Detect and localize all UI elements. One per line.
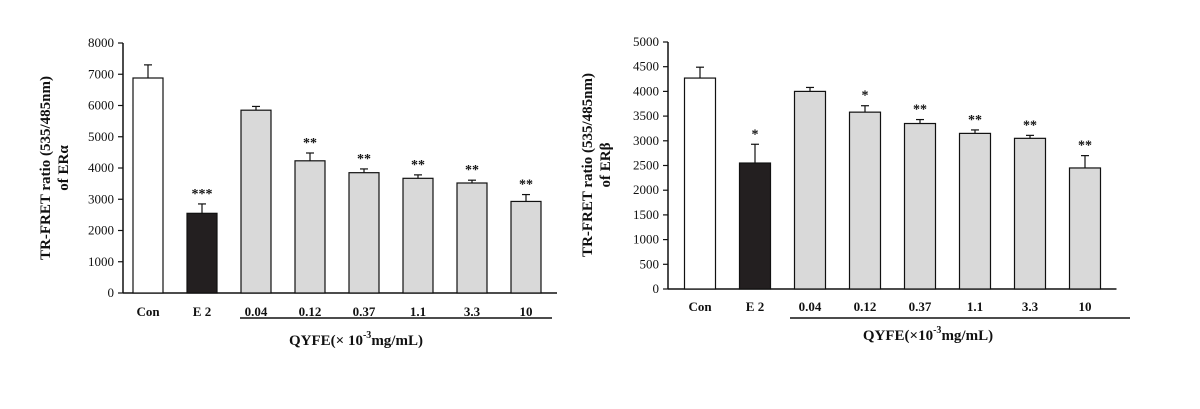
category-label: 0.12	[299, 304, 322, 319]
significance-label: *	[752, 127, 759, 142]
category-label: 10	[1079, 299, 1092, 314]
y-tick-label: 2500	[633, 158, 659, 173]
y-axis-label-line2: of ERβ	[598, 142, 614, 187]
bar	[510, 200, 542, 294]
bar	[848, 111, 882, 290]
category-labels: Con E 2 0.04 0.12 0.37 1.1 3.3 10	[688, 299, 1091, 314]
category-label: 1.1	[967, 299, 983, 314]
bar	[1068, 167, 1102, 290]
bar	[683, 77, 717, 290]
chart-er-alpha: TR-FRET ratio (535/485nm) of ERα 0 1000 20…	[38, 35, 557, 349]
category-label: 1.1	[410, 304, 426, 319]
significance-label: **	[303, 136, 317, 151]
y-tick-label: 6000	[88, 98, 114, 113]
category-label: 0.04	[245, 304, 268, 319]
category-label: E 2	[193, 304, 211, 319]
bar	[186, 212, 218, 294]
category-label: 0.37	[353, 304, 376, 319]
category-label: 3.3	[464, 304, 481, 319]
bar	[903, 122, 937, 290]
y-tick-label: 2000	[633, 182, 659, 197]
y-tick-label: 5000	[633, 34, 659, 49]
bar	[240, 109, 272, 294]
bar	[348, 172, 380, 294]
category-label: Con	[688, 299, 712, 314]
y-tick-label: 1500	[633, 207, 659, 222]
significance-label: *	[862, 89, 869, 104]
y-tick-label: 3500	[633, 108, 659, 123]
y-tick-label: 4000	[633, 83, 659, 98]
y-tick-label: 5000	[88, 129, 114, 144]
category-label: 10	[520, 304, 533, 319]
bar	[793, 90, 827, 290]
y-tick-label: 1000	[633, 232, 659, 247]
y-tick-label: 4000	[88, 160, 114, 175]
y-tick-label: 0	[653, 281, 660, 296]
significance-label: **	[1078, 139, 1092, 154]
y-tick-label: 8000	[88, 35, 114, 50]
y-axis-label-line2: of ERα	[56, 145, 72, 191]
y-tick-label: 0	[108, 285, 115, 300]
category-label: 3.3	[1022, 299, 1039, 314]
category-label: 0.04	[799, 299, 822, 314]
bar	[1013, 137, 1047, 290]
category-label: E 2	[746, 299, 764, 314]
y-tick-label: 4500	[633, 59, 659, 74]
bar	[132, 77, 164, 294]
group-label: QYFE(×10-3mg/mL)	[863, 325, 993, 344]
y-axis-label-line1: TR-FRET ratio (535/485nm)	[38, 76, 54, 260]
bar	[456, 182, 488, 294]
significance-label: **	[465, 163, 479, 178]
significance-label: **	[357, 152, 371, 167]
y-tick-label: 2000	[88, 223, 114, 238]
chart-er-beta: TR-FRET ratio (535/485nm) of ERβ 0500100…	[580, 34, 1130, 344]
y-ticks: 0 1000 2000 3000 4000 5000 6000 7000 8000	[88, 35, 557, 300]
significance-label: **	[411, 158, 425, 173]
significance-label: **	[1023, 118, 1037, 133]
y-tick-label: 7000	[88, 66, 114, 81]
category-labels: Con E 2 0.04 0.12 0.37 1.1 3.3 10	[136, 304, 532, 319]
significance-label: **	[519, 178, 533, 193]
significance-label: **	[913, 103, 927, 118]
category-label: 0.12	[854, 299, 877, 314]
y-tick-label: 3000	[88, 191, 114, 206]
significance-label: **	[968, 113, 982, 128]
bar	[402, 177, 434, 294]
bars: ****** ****	[683, 66, 1102, 290]
category-label: 0.37	[909, 299, 932, 314]
y-tick-label: 1000	[88, 254, 114, 269]
y-tick-label: 500	[640, 256, 660, 271]
bars: ******* ** ****	[132, 64, 542, 294]
y-axis-label-line1: TR-FRET ratio (535/485nm)	[580, 73, 596, 257]
significance-label: ***	[192, 187, 213, 202]
category-label: Con	[136, 304, 160, 319]
bar	[294, 160, 326, 294]
group-label: QYFE(× 10-3mg/mL)	[289, 330, 423, 349]
bar	[738, 162, 772, 290]
y-tick-label: 3000	[633, 133, 659, 148]
bar	[958, 132, 992, 290]
